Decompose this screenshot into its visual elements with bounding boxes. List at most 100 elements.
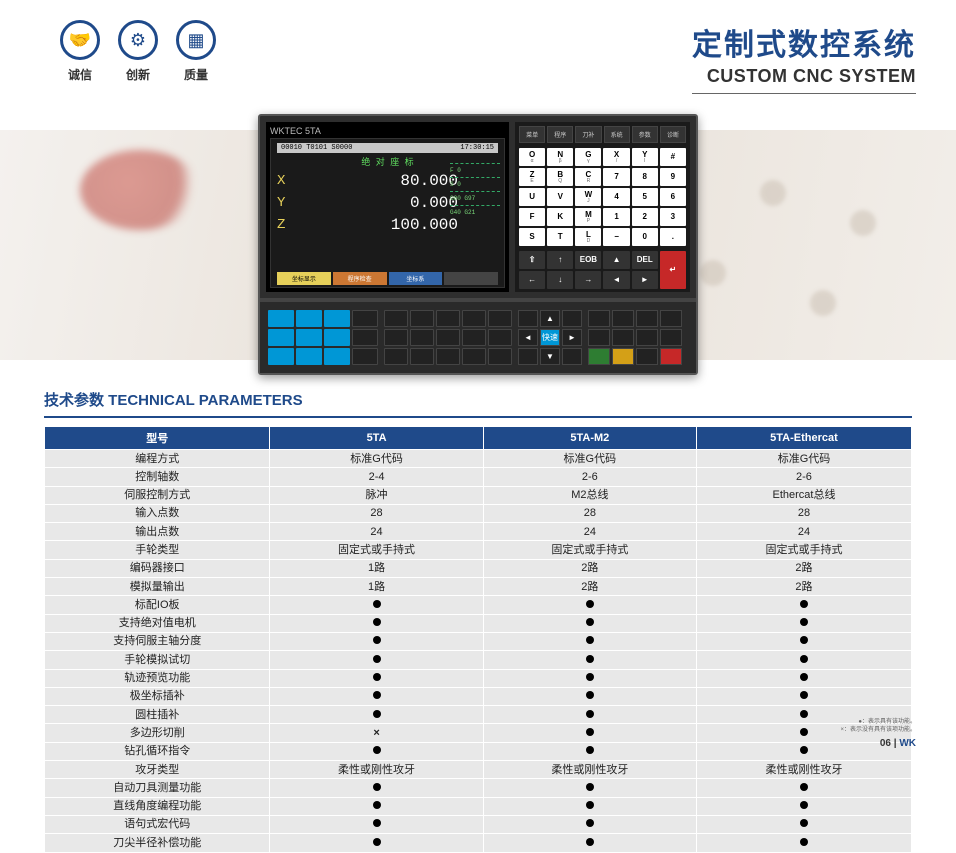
key-O[interactable]: Oα	[519, 148, 545, 166]
table-cell	[270, 632, 483, 650]
key-2[interactable]: 2	[632, 208, 658, 226]
key-.[interactable]: .	[660, 228, 686, 246]
section-title: 技术参数 TECHNICAL PARAMETERS	[44, 389, 956, 410]
key-C[interactable]: CR	[575, 168, 601, 186]
table-row: 手轮模拟试切	[45, 651, 912, 669]
row-label: 直线角度编程功能	[45, 797, 270, 815]
table-cell: 1路	[270, 578, 483, 596]
table-row: 攻牙类型柔性或刚性攻牙柔性或刚性攻牙柔性或刚性攻牙	[45, 761, 912, 779]
table-cell: 固定式或手持式	[483, 541, 696, 559]
keypad-tab[interactable]: 参数	[632, 126, 658, 143]
table-row: 编码器接口1路2路2路	[45, 559, 912, 577]
key-U[interactable]: U	[519, 188, 545, 206]
key-9[interactable]: 9	[660, 168, 686, 186]
key-S[interactable]: S	[519, 228, 545, 246]
icon-诚信: 🤝诚信	[60, 20, 100, 83]
table-row: 模拟量输出1路2路2路	[45, 578, 912, 596]
key-6[interactable]: 6	[660, 188, 686, 206]
table-cell	[696, 779, 911, 797]
row-label: 模拟量输出	[45, 578, 270, 596]
table-header: 5TA-Ethercat	[696, 427, 911, 450]
key-K[interactable]: K	[547, 208, 573, 226]
key-G[interactable]: Gγ	[575, 148, 601, 166]
keypad-tab[interactable]: 菜单	[519, 126, 545, 143]
screen-status-right: 17:30:15	[460, 144, 494, 152]
table-cell	[270, 651, 483, 669]
table-row: 手轮类型固定式或手持式固定式或手持式固定式或手持式	[45, 541, 912, 559]
table-cell: 2路	[483, 559, 696, 577]
key-0[interactable]: 0	[632, 228, 658, 246]
key-7[interactable]: 7	[603, 168, 629, 186]
key-L[interactable]: LD	[575, 228, 601, 246]
key-Y[interactable]: YI	[632, 148, 658, 166]
key-↓[interactable]: ↓	[547, 271, 573, 289]
key-X[interactable]: X/	[603, 148, 629, 166]
key-⇧[interactable]: ⇧	[519, 251, 545, 269]
table-row: 多边形切削×	[45, 724, 912, 742]
key-▲[interactable]: ▲	[603, 251, 629, 269]
table-cell	[270, 779, 483, 797]
table-cell	[483, 724, 696, 742]
table-row: 刀尖半径补偿功能	[45, 834, 912, 852]
key-4[interactable]: 4	[603, 188, 629, 206]
table-row: 伺服控制方式脉冲M2总线Ethercat总线	[45, 486, 912, 504]
keypad-tab[interactable]: 程序	[547, 126, 573, 143]
table-cell	[270, 706, 483, 724]
key-►[interactable]: ►	[632, 271, 658, 289]
keypad-tab[interactable]: 诊断	[660, 126, 686, 143]
key-F[interactable]: F	[519, 208, 545, 226]
key-DEL[interactable]: DEL	[632, 251, 658, 269]
key-V[interactable]: V	[547, 188, 573, 206]
key-8[interactable]: 8	[632, 168, 658, 186]
icon-label: 创新	[126, 66, 150, 83]
table-cell: 24	[483, 523, 696, 541]
table-cell: 24	[696, 523, 911, 541]
screen-panel: WKTEC 5TA 00010 T0101 S0000 17:30:15 绝 对…	[266, 122, 509, 292]
key-↑[interactable]: ↑	[547, 251, 573, 269]
table-row: 极坐标插补	[45, 687, 912, 705]
table-cell	[483, 706, 696, 724]
key-W[interactable]: WJ	[575, 188, 601, 206]
row-label: 伺服控制方式	[45, 486, 270, 504]
table-cell	[483, 614, 696, 632]
key-EOB[interactable]: EOB	[575, 251, 601, 269]
row-label: 输入点数	[45, 504, 270, 522]
key-M[interactable]: MP	[575, 208, 601, 226]
table-cell: 24	[270, 523, 483, 541]
key-5[interactable]: 5	[632, 188, 658, 206]
table-row: 标配IO板	[45, 596, 912, 614]
table-cell: 2-6	[696, 468, 911, 486]
keypad-tab[interactable]: 系统	[604, 126, 630, 143]
table-cell: 28	[696, 504, 911, 522]
row-label: 支持绝对值电机	[45, 614, 270, 632]
key-↵[interactable]: ↵	[660, 251, 686, 289]
table-cell	[696, 651, 911, 669]
parameters-table: 型号5TA5TA-M25TA-Ethercat编程方式标准G代码标准G代码标准G…	[44, 426, 912, 853]
row-label: 钻孔循环指令	[45, 742, 270, 760]
icon-label: 质量	[184, 66, 208, 83]
table-cell	[696, 632, 911, 650]
key-T[interactable]: T	[547, 228, 573, 246]
table-cell	[270, 797, 483, 815]
key-→[interactable]: →	[575, 271, 601, 289]
table-row: 语句式宏代码	[45, 815, 912, 833]
key-#[interactable]: #	[660, 148, 686, 166]
key-N[interactable]: Nβ	[547, 148, 573, 166]
key-−[interactable]: −	[603, 228, 629, 246]
table-cell: 柔性或刚性攻牙	[270, 761, 483, 779]
key-←[interactable]: ←	[519, 271, 545, 289]
screen-status-left: 00010 T0101 S0000	[281, 144, 352, 152]
key-3[interactable]: 3	[660, 208, 686, 226]
key-Z[interactable]: ZE	[519, 168, 545, 186]
table-cell: 28	[483, 504, 696, 522]
keypad-tab[interactable]: 刀补	[575, 126, 601, 143]
table-cell	[270, 742, 483, 760]
table-cell	[483, 742, 696, 760]
row-label: 攻牙类型	[45, 761, 270, 779]
key-B[interactable]: BQ	[547, 168, 573, 186]
key-1[interactable]: 1	[603, 208, 629, 226]
row-label: 极坐标插补	[45, 687, 270, 705]
table-cell	[270, 596, 483, 614]
key-◄[interactable]: ◄	[603, 271, 629, 289]
gear-icon: ⚙	[118, 20, 158, 60]
